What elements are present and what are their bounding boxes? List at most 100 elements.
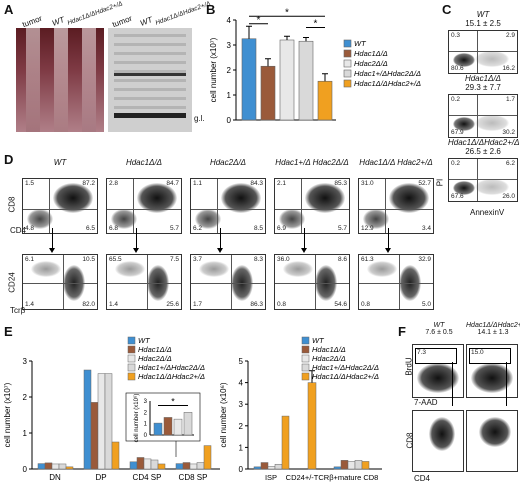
e1-bar xyxy=(157,463,166,470)
d-flow-tcrb-cd24: 3.7 8.3 1.7 86.3 xyxy=(190,254,266,310)
e2-bar xyxy=(347,461,356,470)
lane-label-wt-2: WT xyxy=(138,15,154,28)
f-stat: 14.1 ± 1.3 xyxy=(477,329,509,336)
e2-bar xyxy=(253,466,262,470)
e2-tick-label: 1 xyxy=(239,443,244,452)
e1-category-label: CD4 SP xyxy=(133,473,162,482)
d-quadrant-value: 65.5 xyxy=(109,256,122,263)
e1-category-label: CD8 SP xyxy=(179,473,208,482)
f-gate xyxy=(469,348,511,364)
d-quadrant-value: 86.3 xyxy=(250,301,263,308)
d-quadrant-value: 1.5 xyxy=(25,180,35,187)
e-inset-bar xyxy=(173,418,183,436)
f-flow-brdu: 15.0 xyxy=(466,344,518,398)
c-stat: 15.1 ± 2.5 xyxy=(465,19,501,28)
d-genotype-label: Hdac1Δ/Δ Hdac2+/Δ xyxy=(359,158,433,167)
c-plot-title: Hdac1Δ/ΔHdac2+/Δ 26.5 ± 2.6 xyxy=(448,138,519,156)
c-genotype: Hdac1Δ/Δ xyxy=(464,74,502,83)
panel-label-c: C xyxy=(442,2,452,17)
d-flow-cd4cd8: 2.1 85.3 6.9 5.7 xyxy=(274,178,350,234)
c-stat: 29.3 ± 7.7 xyxy=(465,83,501,92)
d-quadrant-value: 6.2 xyxy=(193,225,203,232)
d-population xyxy=(195,209,221,229)
e2-bar xyxy=(361,461,370,470)
e-legend-label: Hdac1Δ/Δ xyxy=(138,345,172,354)
d-flow-tcrb-cd24: 61.3 32.9 0.8 5.0 xyxy=(358,254,434,310)
e2-legend-swatch xyxy=(301,345,310,354)
c-population xyxy=(453,117,475,131)
d-genotype-label: Hdac2Δ/Δ xyxy=(209,158,247,167)
d-flow-cd4cd8: 1.5 87.2 4.8 6.5 xyxy=(22,178,98,234)
d-quadrant-value: 32.9 xyxy=(418,256,431,263)
d-gate-arrow xyxy=(220,228,221,250)
d-flow-tcrb-cd24: 36.0 8.6 0.8 54.6 xyxy=(274,254,350,310)
f-axis-label: CD8 xyxy=(405,432,415,449)
b-tick-label: 1 xyxy=(227,91,232,100)
e1-bar xyxy=(104,373,113,470)
d-quadrant-value: 2.1 xyxy=(277,180,287,187)
f-gate-arrow xyxy=(452,362,453,406)
b-legend-label: WT xyxy=(354,39,367,48)
c-genotype: WT xyxy=(476,10,490,19)
c-population xyxy=(475,179,509,195)
e2-bar xyxy=(260,462,269,470)
d-quadrant-value: 36.0 xyxy=(277,256,290,263)
b-tick-label: 2 xyxy=(227,66,232,75)
e2-tick-label: 4 xyxy=(239,379,244,388)
e-legend-label: Hdac2Δ/Δ xyxy=(138,354,172,363)
d-genotype-label: WT xyxy=(53,158,67,167)
d-arrow-head xyxy=(301,248,307,253)
d-quadrant-value: 1.1 xyxy=(193,180,203,187)
e2-legend-label: Hdac1+/ΔHdac2Δ/Δ xyxy=(312,363,379,372)
e1-category-label: DN xyxy=(49,473,61,482)
b-bar xyxy=(241,38,257,121)
c-quadrant-value: 67.6 xyxy=(451,193,464,200)
d-quadrant-value: 82.0 xyxy=(82,301,95,308)
e2-legend-label: WT xyxy=(312,336,325,345)
blot-right xyxy=(108,28,192,132)
f-axis-label: 7-AAD xyxy=(414,398,438,407)
e-inset-tick: 1 xyxy=(144,422,148,428)
e-legend-swatch xyxy=(127,363,136,372)
d-quadrant-value: 4.8 xyxy=(25,225,35,232)
f-flow-cd4cd8 xyxy=(412,410,464,472)
c-quadrant-value: 0.2 xyxy=(451,96,461,103)
e-inset-bar xyxy=(163,417,173,436)
c-plot-title: Hdac1Δ/Δ 29.3 ± 7.7 xyxy=(448,74,518,92)
d-population xyxy=(115,261,145,277)
e2-bar xyxy=(354,460,363,470)
e1-tick-label: 0 xyxy=(23,465,28,474)
d-quadrant-value: 12.9 xyxy=(361,225,374,232)
e1-bar xyxy=(203,445,212,470)
d-quadrant-value: 0.8 xyxy=(361,301,371,308)
d-flow-tcrb-cd24: 6.1 10.5 1.4 82.0 xyxy=(22,254,98,310)
lane-label-mut-2: Hdac1Δ/ΔHdac2+/Δ xyxy=(154,0,212,27)
d-population xyxy=(279,209,305,229)
c-stat: 26.5 ± 2.6 xyxy=(465,147,501,156)
gel-left xyxy=(16,28,104,132)
d-genotype-label: Hdac1Δ/Δ xyxy=(125,158,163,167)
e1-bar xyxy=(90,402,99,470)
d-population xyxy=(53,183,93,213)
d-gate-arrow xyxy=(52,228,53,250)
d-quadrant-value: 0.8 xyxy=(277,301,287,308)
b-legend-swatch xyxy=(343,49,352,58)
e2-tick-label: 3 xyxy=(239,400,244,409)
e-legend-label: WT xyxy=(138,336,151,345)
d-population xyxy=(305,183,345,213)
e2-legend-label: Hdac2Δ/Δ xyxy=(312,354,346,363)
panel-label-e: E xyxy=(4,324,13,339)
d-quadrant-value: 6.1 xyxy=(25,256,35,263)
d-quadrant-value: 6.8 xyxy=(109,225,119,232)
e1-bar xyxy=(143,458,152,470)
b-legend-label: Hdac1Δ/Δ xyxy=(354,49,388,58)
f-genotype: WT xyxy=(433,322,445,329)
e1-category-label: DP xyxy=(95,473,106,482)
d-quadrant-value: 5.7 xyxy=(169,225,179,232)
d-arrow-head xyxy=(217,248,223,253)
e-inset-tick: 3 xyxy=(144,399,148,405)
b-legend-label: Hdac2Δ/Δ xyxy=(354,59,388,68)
e1-bar xyxy=(51,463,60,470)
c-population xyxy=(453,53,475,67)
